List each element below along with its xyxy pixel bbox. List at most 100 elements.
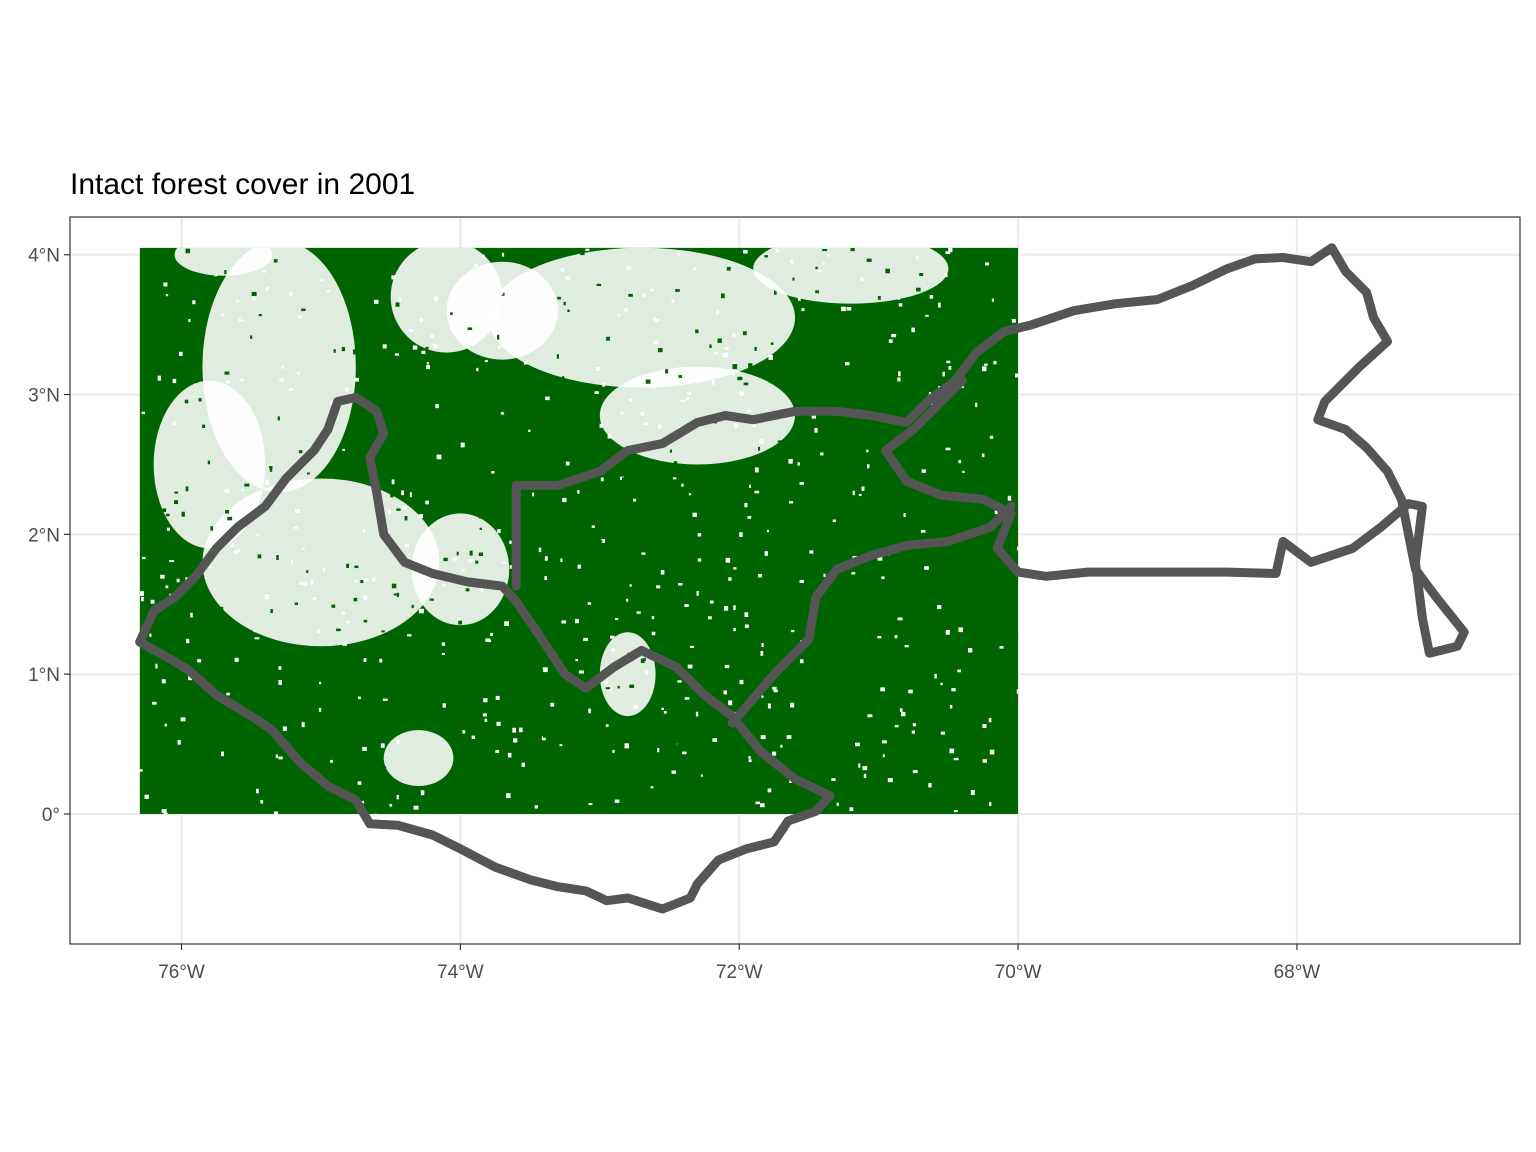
raster-speckle: [860, 277, 864, 282]
raster-speckle: [587, 602, 592, 605]
raster-speckle: [560, 268, 565, 272]
raster-speckle: [482, 435, 486, 441]
raster-speckle: [363, 595, 367, 601]
raster-speckle: [473, 809, 478, 813]
raster-speckle: [898, 303, 903, 307]
raster-speckle: [689, 645, 695, 649]
raster-speckle: [532, 341, 537, 346]
raster-speckle: [433, 343, 439, 349]
raster-speckle: [332, 698, 337, 702]
raster-speckle: [209, 566, 212, 569]
raster-speckle: [733, 423, 739, 429]
raster-speckle: [926, 695, 931, 699]
raster-speckle: [561, 620, 567, 624]
raster-speckle: [142, 556, 146, 560]
raster-speckle: [665, 369, 669, 374]
raster-speckle: [467, 460, 473, 466]
raster-speckle: [579, 670, 584, 674]
raster-speckle: [802, 422, 806, 426]
raster-speckle: [276, 555, 279, 560]
raster-speckle: [497, 529, 501, 533]
raster-speckle: [896, 676, 900, 681]
raster-speckle: [495, 749, 500, 754]
raster-speckle: [565, 276, 570, 280]
raster-speckle: [894, 635, 898, 639]
raster-speckle: [849, 807, 854, 812]
raster-speckle: [733, 605, 736, 611]
raster-speckle: [236, 299, 239, 303]
raster-speckle: [919, 273, 924, 277]
raster-speckle: [877, 403, 881, 406]
raster-speckle: [626, 265, 631, 270]
raster-speckle: [413, 805, 419, 810]
raster-speckle: [353, 597, 358, 602]
raster-speckle: [747, 515, 752, 519]
raster-speckle: [342, 448, 345, 451]
raster-speckle: [380, 743, 385, 748]
raster-speckle: [467, 356, 473, 360]
raster-speckle: [429, 598, 434, 601]
raster-speckle: [970, 789, 975, 795]
raster-speckle: [502, 561, 507, 565]
raster-speckle: [297, 315, 302, 319]
raster-speckle: [467, 327, 473, 331]
raster-speckle: [538, 516, 543, 522]
raster-speckle: [645, 379, 651, 384]
raster-speckle: [599, 540, 603, 543]
raster-speckle: [521, 762, 525, 767]
raster-speckle: [425, 500, 429, 505]
raster-speckle: [443, 557, 448, 562]
raster-speckle: [760, 651, 764, 656]
raster-speckle: [624, 743, 630, 749]
raster-speckle: [663, 711, 667, 714]
raster-speckle: [884, 520, 889, 524]
raster-speckle: [724, 347, 729, 350]
raster-speckle: [139, 769, 143, 772]
raster-speckle: [354, 579, 358, 583]
raster-speckle: [390, 492, 394, 498]
raster-speckle: [525, 703, 531, 707]
raster-speckle: [293, 526, 299, 529]
raster-speckle: [976, 276, 981, 280]
raster-speckle: [883, 752, 889, 756]
raster-speckle: [629, 584, 632, 587]
raster-speckle: [508, 429, 514, 432]
raster-speckle: [447, 697, 452, 702]
raster-speckle: [543, 734, 548, 738]
raster-speckle: [709, 600, 714, 604]
raster-speckle: [953, 757, 959, 761]
raster-speckle: [664, 811, 668, 814]
raster-speckle: [723, 606, 729, 611]
raster-speckle: [748, 756, 751, 759]
raster-speckle: [295, 509, 300, 514]
raster-speckle: [838, 717, 841, 720]
raster-speckle: [373, 299, 379, 304]
raster-speckle: [607, 434, 612, 439]
raster-speckle: [595, 648, 600, 652]
raster-speckle: [469, 550, 473, 556]
raster-speckle: [509, 540, 512, 545]
raster-speckle: [739, 532, 743, 538]
raster-speckle: [428, 482, 434, 486]
raster-speckle: [591, 525, 595, 528]
raster-speckle: [363, 619, 368, 623]
raster-speckle: [707, 616, 712, 620]
raster-speckle: [346, 621, 351, 624]
raster-speckle: [777, 440, 783, 443]
raster-speckle: [820, 574, 824, 579]
raster-speckle: [844, 362, 850, 366]
raster-speckle: [868, 309, 872, 315]
raster-speckle: [797, 462, 800, 466]
raster-speckle: [754, 609, 759, 613]
raster-speckle: [393, 593, 397, 596]
raster-speckle: [174, 500, 179, 505]
raster-speckle: [468, 558, 473, 563]
raster-speckle: [669, 449, 672, 453]
non-forest-patch: [599, 366, 796, 465]
raster-speckle: [442, 476, 446, 480]
raster-speckle: [626, 598, 629, 602]
raster-speckle: [894, 485, 897, 488]
raster-speckle: [789, 297, 795, 300]
raster-speckle: [176, 578, 180, 583]
forest-cover-raster: [139, 247, 1019, 814]
